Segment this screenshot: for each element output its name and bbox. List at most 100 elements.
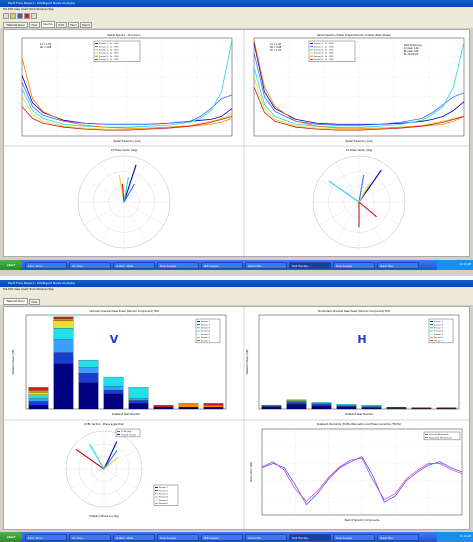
bar-segment <box>28 387 49 391</box>
legend-entry: Sensor 4 <box>201 330 210 333</box>
taskbar-item[interactable]: Cif, Analy... <box>69 261 111 269</box>
bar-segment <box>78 373 99 383</box>
taskbar-item[interactable]: Spectra Plot <box>245 533 287 541</box>
spectrum-right-note: 1X = 1.00 <box>270 43 282 46</box>
legend-entry: Sensor 6 - 1x - 95% <box>99 58 119 61</box>
top-plots-svg: Radial Spectra - 1X Cursors Sensor 1 - 1x… <box>4 30 471 258</box>
taskbar-item[interactable]: Report Files <box>377 261 419 269</box>
menu-bar[interactable]: File Edit View Insert Tools Window Help <box>0 7 473 12</box>
polar-spoke <box>100 162 125 203</box>
bar-segment <box>361 407 382 410</box>
series-line <box>261 457 463 502</box>
bar-segment <box>261 407 282 410</box>
bar-segment <box>286 400 307 402</box>
print-icon[interactable] <box>31 13 37 19</box>
series-line <box>21 57 233 129</box>
polar-chart <box>65 430 143 508</box>
bar-v-label: V <box>110 333 119 346</box>
window-title: Fault Flow Report - Intelligent Noise An… <box>8 281 76 285</box>
bar-segment <box>103 393 124 410</box>
phase-vector <box>123 176 129 203</box>
taskbar-item[interactable]: Fault Flow Rep... <box>289 533 331 541</box>
tab-waterfall-panel[interactable]: Waterfall Panel <box>3 22 28 28</box>
series-line <box>253 77 465 130</box>
spectrum-right-xlabel: Radial Frequency (rad) <box>345 140 372 143</box>
legend-entry: Sensor 6 <box>434 336 443 339</box>
taskbar-item[interactable]: NDE Analyzer <box>201 533 243 541</box>
tab-report[interactable]: Report <box>79 22 93 28</box>
legend-box <box>428 318 454 344</box>
polar-spoke <box>319 178 360 203</box>
polar-right-title: 1X Phase Vector (deg) <box>346 149 373 152</box>
new-file-icon[interactable] <box>3 13 9 19</box>
bottom-plots-svg: Vertically Oriented Peak Power (Periodic… <box>4 307 471 531</box>
taskbar-item[interactable]: Noise Analyzer <box>157 261 199 269</box>
line-bottom-legend: Vertical (Measured)Horizontal (Estimated… <box>423 431 461 441</box>
taskbar-item[interactable]: Report Files <box>377 533 419 541</box>
polar-ring <box>93 171 155 233</box>
phase-vector <box>328 180 360 203</box>
tab-strip: Waterfall Panel Polar <box>0 298 473 305</box>
taskbar-item[interactable]: Untitled - Notes <box>113 261 155 269</box>
menu-bar[interactable]: File Edit View Insert Tools Window Help <box>0 287 473 292</box>
legend-entry: Sensor 6 <box>159 502 168 505</box>
taskbar-item[interactable]: Cif, Analy... <box>69 533 111 541</box>
polar-ring <box>77 155 171 249</box>
legend-entry: H peak vectors <box>121 433 136 436</box>
spectrum-right-legend: Sensor 1 - 1x - 95%Sensor 2 - 1x - 95%Se… <box>308 40 356 62</box>
taskbar: start 11:10 AM Inbox - Micro... Cif, Anal… <box>0 532 473 542</box>
legend-box <box>308 40 356 62</box>
bar-segment <box>286 402 307 405</box>
bar-segment <box>28 390 49 393</box>
taskbar-item[interactable]: Spectra Plot <box>245 261 287 269</box>
polar-spoke <box>123 178 164 203</box>
open-folder-icon[interactable] <box>10 13 16 19</box>
taskbar-item[interactable]: Noise Analyzer <box>333 533 375 541</box>
spectrum-right-threshold-note: BL Threshold <box>404 53 419 56</box>
taskbar-item[interactable]: Inbox - Micro... <box>25 261 67 269</box>
polar-left-title: 1X Phase Vector (deg) <box>111 149 138 152</box>
start-button[interactable]: start <box>0 532 22 542</box>
polar-spoke <box>358 201 399 226</box>
legend-entry: Sensor 6 - 1x - 95% <box>314 58 334 61</box>
polar-ring <box>91 456 117 482</box>
legend-entry: 1X BL pkg <box>121 431 132 433</box>
legend-entry: Sensor 3 <box>201 327 210 330</box>
bar-h-ylabel: Sideband Power (dB) <box>246 349 249 374</box>
taskbar-item[interactable]: Noise Analyzer <box>333 261 375 269</box>
phase-vector <box>121 183 125 203</box>
series-line <box>253 52 465 126</box>
save-icon[interactable] <box>17 13 23 19</box>
taskbar-item[interactable]: Noise Analyzer <box>157 533 199 541</box>
phase-vector <box>358 169 382 203</box>
series-line <box>253 39 465 129</box>
taskbar-item[interactable]: NDE Analyzer <box>201 261 243 269</box>
bar-segment <box>153 405 174 408</box>
line-bottom-xlabel: Peak of Periodic Components <box>345 519 381 522</box>
legend-entry: Sensor 1 <box>159 486 168 489</box>
start-button[interactable]: start <box>0 260 22 270</box>
bar-segment <box>103 390 124 395</box>
polar-ring <box>78 443 130 495</box>
polar-spoke <box>84 201 125 226</box>
tab-spectra[interactable]: Spectra <box>41 21 55 28</box>
spectrum-right-title: Radial Spectra of Peak Shaped Periodic C… <box>317 34 391 37</box>
legend-box <box>115 428 141 438</box>
tab-waterfall-panel[interactable]: Waterfall Panel <box>3 298 28 305</box>
polar-spoke <box>103 468 124 502</box>
taskbar-item[interactable]: Untitled - Notes <box>113 533 155 541</box>
tab-polar[interactable]: Polar <box>29 299 40 305</box>
taskbar-item[interactable]: Fault Flow Rep... <box>289 261 331 269</box>
line-chart <box>261 428 463 516</box>
tab-orbit[interactable]: Orbit <box>55 22 67 28</box>
tab-polar[interactable]: Polar <box>29 22 40 28</box>
spectrum-right-threshold-note: 1X peak 1.00 <box>404 47 419 50</box>
taskbar-item[interactable]: Inbox - Micro... <box>25 533 67 541</box>
legend-entry: Sensor 1 <box>201 320 210 323</box>
polar-chart <box>312 155 406 249</box>
bar-segment <box>286 399 307 401</box>
bar-h-xlabel: Sideband Peak Number <box>345 413 373 416</box>
polar-ring <box>328 171 390 233</box>
tab-trend[interactable]: Trend <box>67 22 79 28</box>
stop-icon[interactable] <box>24 13 30 19</box>
